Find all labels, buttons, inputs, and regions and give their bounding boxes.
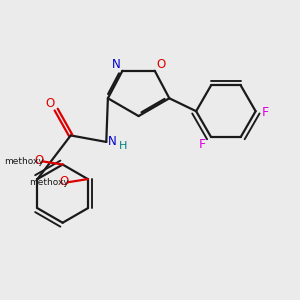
Text: methoxy: methoxy bbox=[4, 157, 44, 166]
Text: O: O bbox=[156, 58, 165, 71]
Text: O: O bbox=[46, 97, 55, 110]
Text: N: N bbox=[108, 135, 116, 148]
Text: H: H bbox=[119, 141, 127, 151]
Text: N: N bbox=[112, 58, 121, 71]
Text: F: F bbox=[262, 106, 269, 119]
Text: O: O bbox=[34, 154, 44, 167]
Text: methoxy: methoxy bbox=[29, 178, 69, 187]
Text: O: O bbox=[60, 175, 69, 188]
Text: F: F bbox=[198, 138, 206, 151]
